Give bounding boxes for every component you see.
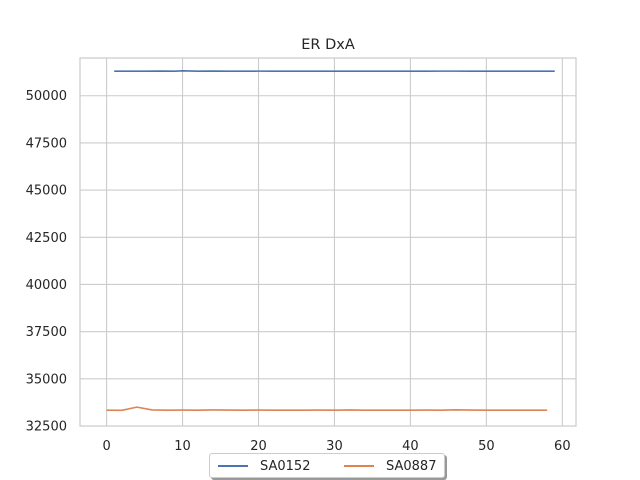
y-tick-label-7: 50000 <box>26 89 67 104</box>
legend: SA0152 SA0887 <box>209 453 445 478</box>
legend-item-0: SA0152 <box>218 457 310 475</box>
y-tick-label-0: 32500 <box>26 420 67 435</box>
x-axis: 0 10 20 30 40 50 60 <box>102 439 570 454</box>
grid <box>80 58 576 427</box>
legend-item-1: SA0887 <box>344 457 436 475</box>
legend-label-1: SA0887 <box>386 458 437 474</box>
y-tick-label-2: 37500 <box>26 325 67 340</box>
y-tick-label-3: 40000 <box>26 278 67 293</box>
chart-title: ER DxA <box>301 37 355 53</box>
x-tick-label-1: 10 <box>174 439 191 454</box>
x-tick-label-0: 0 <box>102 439 110 454</box>
y-tick-label-1: 35000 <box>26 372 67 387</box>
y-tick-label-5: 45000 <box>26 184 67 199</box>
series-lines <box>106 70 555 412</box>
y-axis: 32500 35000 37500 40000 42500 45000 47500 50000 <box>26 89 67 434</box>
series-line-1 <box>106 406 548 412</box>
y-tick-label-4: 42500 <box>26 231 67 246</box>
plot-frame <box>79 57 577 427</box>
legend-swatch-1 <box>344 465 374 467</box>
x-tick-label-4: 40 <box>402 439 419 454</box>
x-tick-label-5: 50 <box>478 439 495 454</box>
y-tick-label-6: 47500 <box>26 136 67 151</box>
x-tick-label-2: 20 <box>250 439 267 454</box>
x-tick-label-6: 60 <box>554 439 571 454</box>
legend-label-0: SA0152 <box>260 458 311 474</box>
legend-swatch-0 <box>218 465 248 467</box>
x-tick-label-3: 30 <box>326 439 343 454</box>
